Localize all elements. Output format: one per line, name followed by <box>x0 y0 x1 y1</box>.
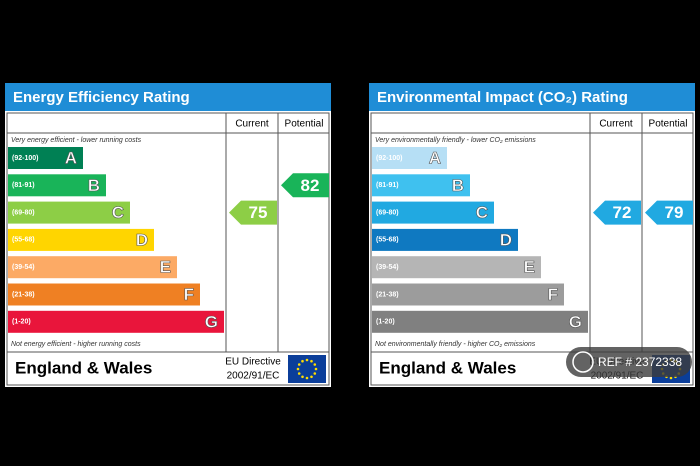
band-range: (21-38) <box>376 291 399 298</box>
title-bar <box>5 83 331 111</box>
band-range: (81-91) <box>12 182 35 189</box>
title-bar <box>369 83 695 111</box>
rating-band <box>8 228 154 251</box>
band-range: (69-80) <box>12 209 35 216</box>
band-letter: B <box>88 176 100 195</box>
eu-star <box>313 363 317 366</box>
band-letter: E <box>160 258 171 277</box>
column-header: Current <box>235 119 269 130</box>
eu-star <box>297 372 301 375</box>
region: England & Wales <box>379 358 516 377</box>
band-letter: D <box>500 230 512 249</box>
band-letter: E <box>524 258 535 277</box>
frame <box>6 112 330 386</box>
eu-star <box>301 359 304 363</box>
band-range: (21-38) <box>12 291 35 298</box>
rating-band <box>372 174 470 197</box>
region: England & Wales <box>15 358 152 377</box>
rating-band <box>372 201 494 224</box>
eu-star <box>301 375 304 379</box>
eu-star <box>310 375 313 379</box>
watermark-bg <box>566 347 692 377</box>
panel-title: Environmental Impact (CO₂) Rating <box>377 89 628 106</box>
band-letter: G <box>205 312 218 331</box>
rating-band <box>8 201 130 224</box>
eu-star <box>305 358 309 362</box>
directive-code: 2002/91/EC <box>227 371 280 382</box>
band-letter: G <box>569 312 582 331</box>
directive: EU Directive <box>225 357 281 368</box>
note: Very energy efficient - lower running co… <box>11 137 142 144</box>
band-letter: F <box>548 285 558 304</box>
band-letter: A <box>429 148 441 167</box>
eu-star <box>314 367 318 371</box>
band-letter: D <box>136 230 148 249</box>
eu-star <box>296 367 300 371</box>
band-range: (92-100) <box>376 155 402 162</box>
band-letter: C <box>112 203 124 222</box>
rating-arrow <box>229 200 277 225</box>
column-header: Potential <box>285 119 324 130</box>
band-range: (1-20) <box>376 319 395 326</box>
band-range: (69-80) <box>376 209 399 216</box>
band-range: (92-100) <box>12 155 38 162</box>
band-letter: F <box>184 285 194 304</box>
rating-value: 75 <box>249 203 268 222</box>
band-range: (39-54) <box>12 264 35 271</box>
band-letter: B <box>452 176 464 195</box>
rating-band <box>8 147 83 169</box>
band-range: (55-68) <box>12 237 35 244</box>
rating-arrow <box>593 200 641 225</box>
eu-star <box>297 363 301 366</box>
eu-star <box>313 372 317 375</box>
rating-arrow <box>645 200 693 225</box>
rating-arrow <box>281 173 329 198</box>
column-header: Potential <box>649 119 688 130</box>
band-letter: C <box>476 203 488 222</box>
rating-band <box>8 310 224 333</box>
note: Very environmentally friendly - lower CO… <box>375 137 536 144</box>
rating-band <box>372 228 518 251</box>
eu-star <box>669 376 673 380</box>
note: Not energy efficient - higher running co… <box>11 341 141 348</box>
rating-band <box>372 256 541 279</box>
band-range: (1-20) <box>12 319 31 326</box>
eu-star <box>305 376 309 380</box>
rating-band <box>372 310 588 333</box>
rating-band <box>8 256 177 279</box>
rating-band <box>8 174 106 197</box>
panel-title: Energy Efficiency Rating <box>13 89 190 106</box>
band-range: (81-91) <box>376 182 399 189</box>
rating-value: 79 <box>665 203 684 222</box>
watermark-icon <box>572 351 594 373</box>
eu-star <box>310 359 313 363</box>
rating-band <box>372 283 564 306</box>
band-range: (39-54) <box>376 264 399 271</box>
band-letter: A <box>65 148 77 167</box>
band-range: (55-68) <box>376 237 399 244</box>
rating-band <box>8 283 200 306</box>
column-header: Current <box>599 119 633 130</box>
rating-value: 82 <box>301 176 320 195</box>
watermark: REF # 2372338 <box>598 355 682 369</box>
rating-value: 72 <box>613 203 632 222</box>
note: Not environmentally friendly - higher CO… <box>375 341 536 348</box>
frame <box>370 112 694 386</box>
rating-band <box>372 147 447 169</box>
